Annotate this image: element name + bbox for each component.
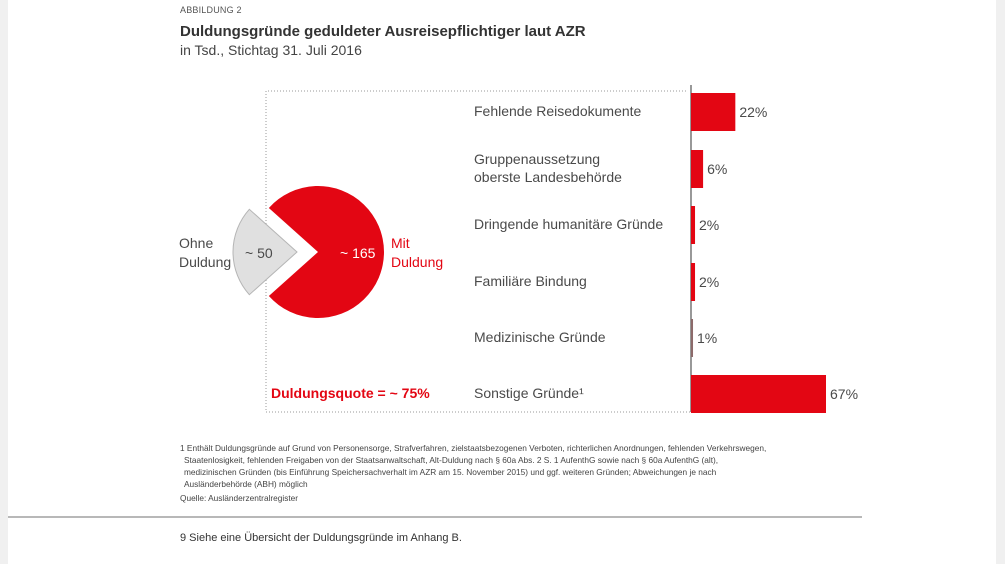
bar-category-label: Familiäre Bindung	[474, 273, 587, 289]
pie-value-label-ohne: ~ 50	[245, 245, 273, 261]
pie-slice-mit-duldung	[268, 186, 384, 319]
bar-value-label: 2%	[699, 217, 719, 233]
right-margin-rule	[996, 0, 1005, 564]
bar-category-label: oberste Landesbehörde	[474, 169, 622, 185]
pie-label-ohne-line1: Ohne	[179, 235, 213, 251]
chart-title: Duldungsgründe geduldeter Ausreisepflich…	[180, 23, 586, 40]
left-margin-rule	[0, 0, 8, 564]
bar-category-label: Medizinische Gründe	[474, 329, 606, 345]
footnote-line: medizinischen Gründen (bis Einführung Sp…	[184, 467, 717, 477]
pie-frame-dotted	[265, 90, 692, 413]
bar-category-label: Fehlende Reisedokumente	[474, 103, 642, 119]
footnote-line: 1 Enthält Duldungsgründe auf Grund von P…	[180, 443, 767, 453]
figure-caption: ABBILDUNG 2	[180, 5, 242, 15]
pie-label-ohne-line2: Duldung	[179, 254, 231, 270]
bottom-footnote: 9 Siehe eine Übersicht der Duldungsgründ…	[180, 532, 462, 544]
duldungsquote-annotation: Duldungsquote = ~ 75%	[271, 385, 430, 401]
pie-slice-ohne-duldung	[232, 208, 298, 296]
pie-label-mit-line2: Duldung	[391, 254, 443, 270]
footnote-line: Staatenlosigkeit, fehlenden Freigaben vo…	[184, 455, 719, 465]
bar-value-label: 2%	[699, 274, 719, 290]
bar	[691, 263, 696, 301]
bar	[691, 375, 826, 413]
bar	[691, 93, 736, 131]
bar-value-label: 22%	[739, 104, 767, 120]
bar-category-label: Dringende humanitäre Gründe	[474, 216, 663, 232]
section-divider	[8, 516, 862, 518]
footnote-line: Ausländerbehörde (ABH) möglich	[184, 479, 308, 489]
pie-label-mit-line1: Mit	[391, 235, 410, 251]
bar-value-label: 6%	[707, 161, 727, 177]
bar	[691, 319, 694, 357]
bar	[691, 206, 696, 244]
bar-value-label: 67%	[830, 386, 858, 402]
bar-category-label: Sonstige Gründe¹	[474, 385, 584, 401]
bar-value-label: 1%	[697, 330, 717, 346]
footnote: 1 Enthält Duldungsgründe auf Grund von P…	[180, 442, 870, 490]
source-note: Quelle: Ausländerzentralregister	[180, 493, 299, 503]
chart-subtitle: in Tsd., Stichtag 31. Juli 2016	[180, 42, 362, 58]
bar	[691, 150, 704, 188]
bar-category-label: Gruppenaussetzung	[474, 151, 600, 167]
chart-area: ~ 50 ~ 165 Ohne Duldung Mit Duldung Duldungsqu…	[179, 85, 858, 413]
pie-value-label-mit: ~ 165	[340, 245, 376, 261]
